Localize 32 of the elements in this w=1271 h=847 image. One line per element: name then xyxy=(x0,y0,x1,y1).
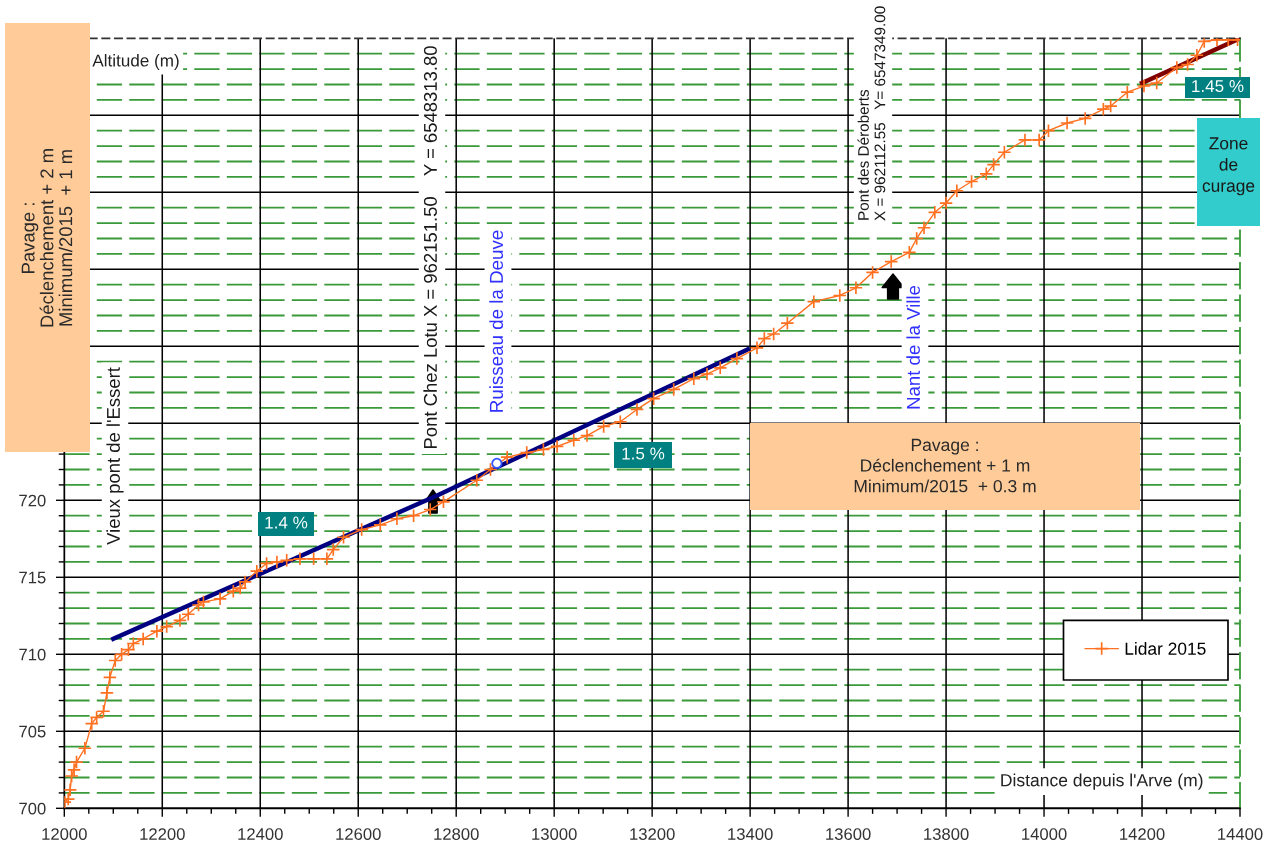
x-tick-label: 14400 xyxy=(1218,828,1263,840)
x-tick-label: 13200 xyxy=(630,828,675,840)
annotation: 1.4 % xyxy=(265,516,308,529)
annotation: 1.45 % xyxy=(1192,80,1244,93)
x-tick-label: 14200 xyxy=(1120,828,1165,840)
annotation: Pavage : Déclenchement + 1 m Minimum/2015 + 0.3 m xyxy=(854,438,1036,493)
x-tick-label: 12000 xyxy=(42,828,87,840)
y-tick-label: 705 xyxy=(19,725,46,738)
annotation: 1.5 % xyxy=(622,447,665,460)
x-tick-label: 12200 xyxy=(140,828,185,840)
annotation: Zone de curage xyxy=(1202,137,1255,196)
annotation: Ruisseau de la Deuve xyxy=(489,230,504,412)
y-tick-label: 700 xyxy=(19,802,46,815)
x-tick-label: 13800 xyxy=(924,828,969,840)
x-tick-label: 12600 xyxy=(336,828,381,840)
x-axis-title: Distance depuis l'Arve (m) xyxy=(1001,773,1203,790)
x-tick-label: 12800 xyxy=(434,828,479,840)
y-tick-label: 710 xyxy=(19,648,46,661)
x-tick-label: 13600 xyxy=(826,828,871,840)
annotation: Pont Chez Lotu X = 962151.50 Y = 6548313.80 xyxy=(423,46,437,448)
legend-label: Lidar 2015 xyxy=(1125,642,1206,655)
x-tick-label: 12400 xyxy=(238,828,283,840)
y-tick-label: 715 xyxy=(19,571,46,584)
annotation: Pont des Déroberts X = 962112.55 Y= 6547349.00 xyxy=(857,6,886,221)
x-tick-label: 13000 xyxy=(532,828,577,840)
annotation: Vieux pont de l'Essert xyxy=(106,367,124,545)
annotation: Nant de la Ville xyxy=(906,285,920,409)
x-tick-label: 14000 xyxy=(1022,828,1067,840)
annotation: Pavage : Déclenchement + 2 m Minimum/2015 + 1 m xyxy=(21,149,73,327)
y-tick-label: 720 xyxy=(19,494,46,507)
x-tick-label: 13400 xyxy=(728,828,773,840)
y-axis-title: Altitude (m) xyxy=(92,54,179,70)
